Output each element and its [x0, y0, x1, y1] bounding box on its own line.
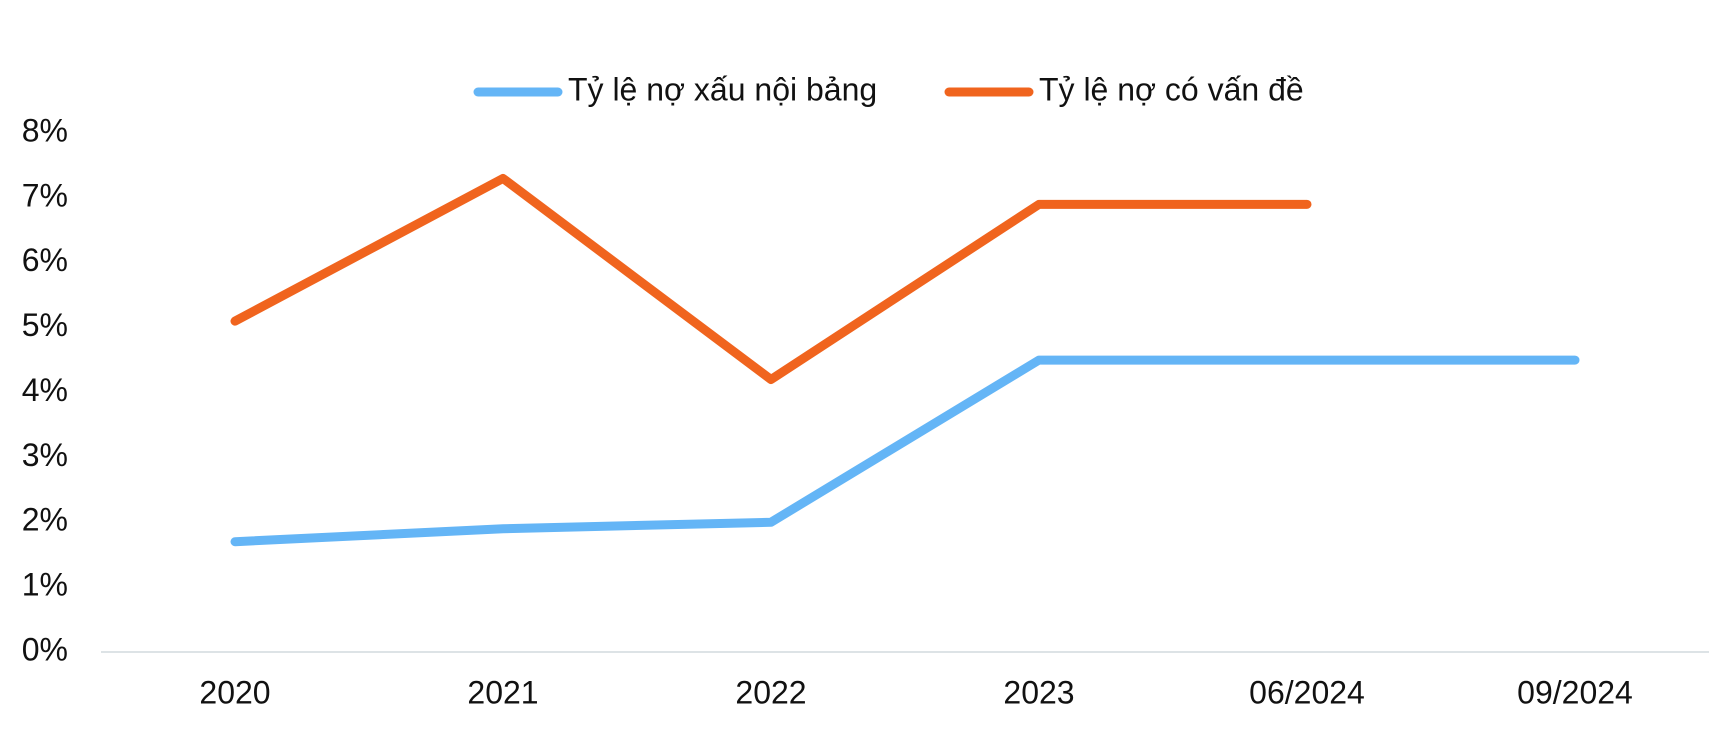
y-tick-label: 2% — [22, 502, 68, 538]
data-line — [230, 173, 1312, 385]
y-tick-label: 7% — [22, 177, 68, 213]
y-tick-label: 0% — [22, 631, 68, 667]
y-tick-label: 1% — [22, 567, 68, 603]
x-tick-label: 2023 — [1003, 674, 1074, 710]
x-tick-label: 2021 — [467, 674, 538, 710]
x-tick-label: 2022 — [735, 674, 806, 710]
y-tick-label: 5% — [22, 307, 68, 343]
y-tick-label: 6% — [22, 242, 68, 278]
legend-label: Tỷ lệ nợ xấu nội bảng — [568, 71, 877, 107]
x-tick-label: 2020 — [199, 674, 270, 710]
y-tick-label: 8% — [22, 112, 68, 148]
x-tick-label: 09/2024 — [1517, 674, 1633, 710]
data-line — [230, 355, 1580, 547]
y-tick-label: 3% — [22, 437, 68, 473]
legend-label: Tỷ lệ nợ có vấn đề — [1039, 71, 1304, 107]
x-tick-label: 06/2024 — [1249, 674, 1365, 710]
y-tick-label: 4% — [22, 372, 68, 408]
